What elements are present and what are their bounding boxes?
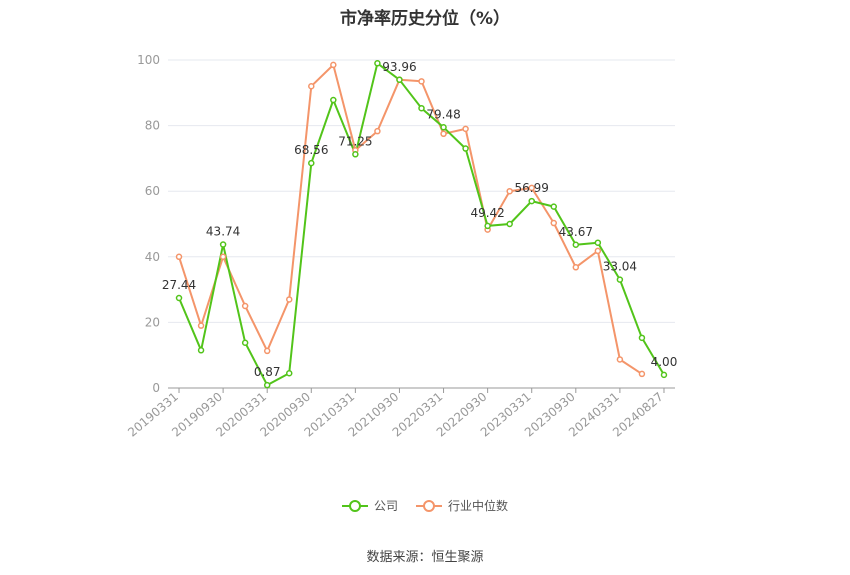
data-point-0-6 xyxy=(308,159,315,167)
data-point-0-10 xyxy=(396,76,403,84)
data-label: 93.96 xyxy=(382,60,416,74)
data-point-0-19 xyxy=(594,239,602,246)
data-point-0-22 xyxy=(660,371,668,379)
data-label: 0.87 xyxy=(254,365,281,379)
data-point-0-15 xyxy=(506,220,513,228)
y-tick-label: 40 xyxy=(145,250,160,264)
legend-swatch-company xyxy=(341,499,368,513)
y-tick-label: 60 xyxy=(145,184,160,198)
data-point-0-11 xyxy=(418,104,425,112)
data-label: 43.74 xyxy=(206,225,240,239)
data-point-1-2 xyxy=(219,253,227,261)
data-point-1-0 xyxy=(175,253,183,261)
y-tick-label: 0 xyxy=(152,381,160,395)
data-point-1-21 xyxy=(638,370,646,378)
y-tick-label: 20 xyxy=(145,315,160,329)
source-note: 数据来源：恒生聚源 xyxy=(366,550,484,565)
data-point-0-9 xyxy=(374,60,381,67)
legend-label-company: 公司 xyxy=(373,499,398,513)
data-point-0-1 xyxy=(197,347,205,354)
data-point-0-12 xyxy=(440,124,447,131)
data-point-0-17 xyxy=(550,203,558,210)
data-label: 71.25 xyxy=(338,134,372,148)
data-point-1-1 xyxy=(197,322,205,329)
data-point-0-8 xyxy=(352,151,359,158)
data-point-1-16 xyxy=(528,184,535,192)
data-label: 79.48 xyxy=(426,107,460,121)
data-point-0-21 xyxy=(638,334,646,342)
data-point-1-11 xyxy=(418,78,425,85)
data-label: 43.67 xyxy=(559,225,593,239)
data-point-0-20 xyxy=(616,276,624,283)
data-label: 4.00 xyxy=(651,355,678,369)
legend-item-company[interactable]: 公司 xyxy=(341,497,398,514)
data-point-0-5 xyxy=(285,369,293,377)
data-label: 49.42 xyxy=(470,206,504,220)
chart-title: 市净率历史分位（%） xyxy=(339,9,511,29)
data-point-1-20 xyxy=(616,356,624,363)
data-point-0-3 xyxy=(241,339,249,346)
data-point-1-13 xyxy=(462,125,469,133)
legend-swatch-industry xyxy=(416,499,442,513)
legend-item-industry[interactable]: 行业中位数 xyxy=(416,497,508,514)
legend: 公司 行业中位数 xyxy=(0,497,850,514)
data-label: 33.04 xyxy=(603,260,637,274)
data-point-1-9 xyxy=(374,127,381,135)
data-point-0-13 xyxy=(462,145,469,152)
data-point-1-3 xyxy=(241,302,249,310)
data-point-1-15 xyxy=(506,187,513,195)
legend-label-industry: 行业中位数 xyxy=(448,499,509,513)
data-point-1-6 xyxy=(308,82,315,90)
data-point-1-12 xyxy=(440,130,447,138)
data-point-0-0 xyxy=(175,294,183,302)
data-point-0-7 xyxy=(330,96,337,104)
data-point-1-18 xyxy=(572,264,580,271)
data-point-0-4 xyxy=(263,381,271,389)
data-point-1-5 xyxy=(285,296,293,303)
data-label: 68.56 xyxy=(294,143,328,157)
data-point-1-4 xyxy=(263,347,271,355)
series-line-1 xyxy=(178,63,643,375)
data-point-1-19 xyxy=(594,247,602,255)
y-tick-label: 100 xyxy=(137,53,160,67)
data-point-0-2 xyxy=(219,241,227,248)
data-label: 56.99 xyxy=(515,181,549,195)
data-point-0-18 xyxy=(572,241,580,249)
data-point-0-14 xyxy=(484,222,491,230)
data-point-1-17 xyxy=(550,219,558,227)
y-tick-label: 80 xyxy=(145,119,160,133)
data-point-1-7 xyxy=(330,61,337,69)
data-label: 27.44 xyxy=(162,278,196,292)
data-point-0-16 xyxy=(528,197,535,205)
